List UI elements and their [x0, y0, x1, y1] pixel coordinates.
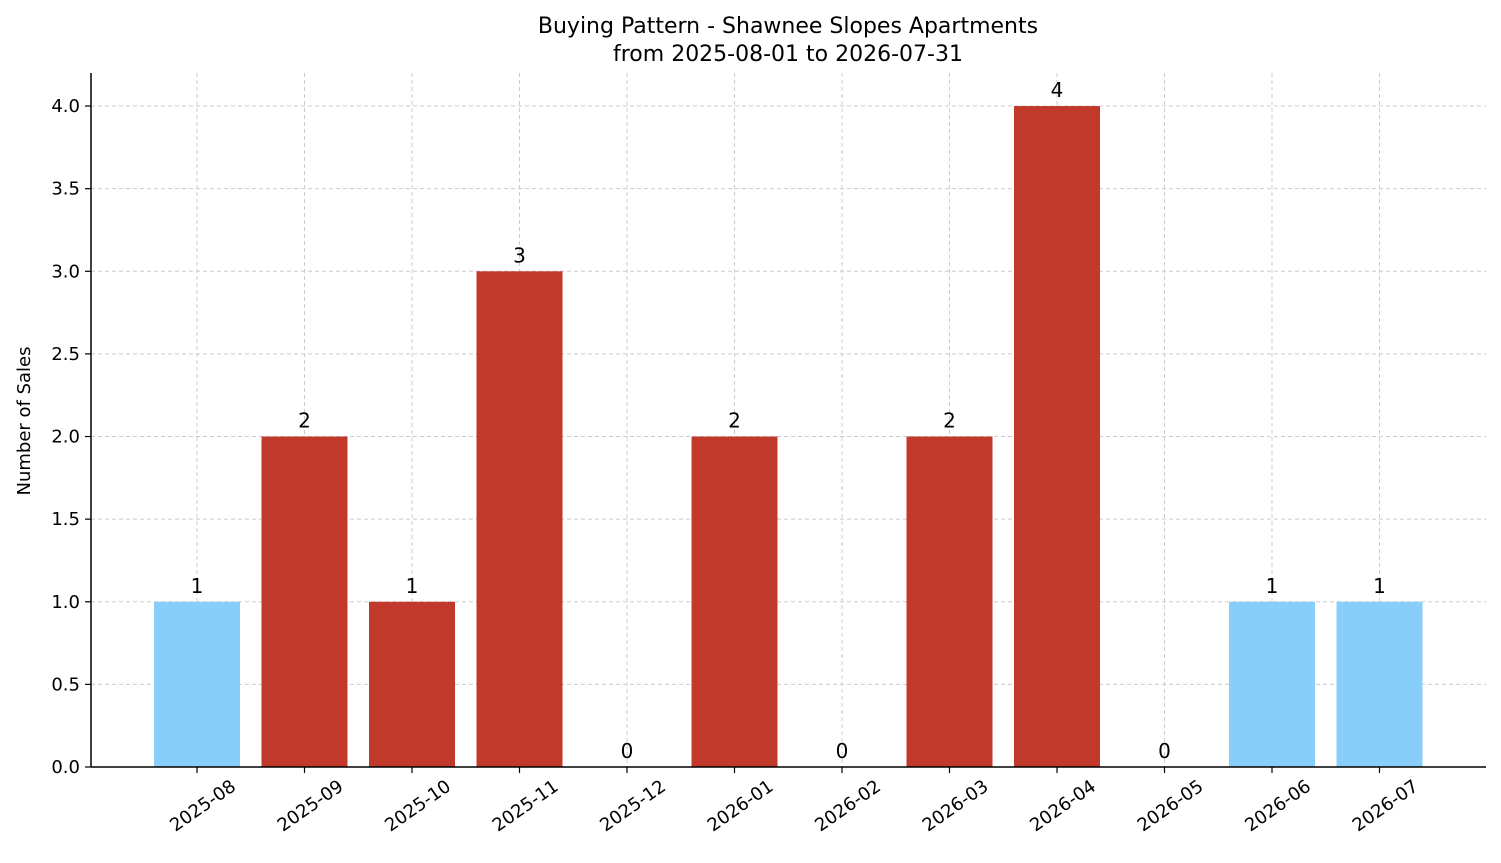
x-tick-label: 2026-01	[704, 776, 778, 836]
data-label-2026-03: 2	[943, 409, 956, 433]
data-label-2026-02: 0	[836, 739, 849, 763]
bar-2025-08	[154, 601, 240, 767]
bar-2026-04	[1014, 106, 1100, 768]
y-tick-label: 3.5	[51, 179, 80, 200]
chart-subtitle: from 2025-08-01 to 2026-07-31	[613, 42, 963, 67]
x-tick-label: 2025-10	[381, 776, 455, 836]
bar-2026-01	[691, 436, 778, 767]
y-axis-ticks: 0.0 0.5 1.0 1.5 2.0 2.5 3.0 3.5 4.0	[51, 96, 91, 778]
y-tick-label: 0.0	[51, 757, 80, 778]
y-tick-label: 0.5	[51, 674, 80, 695]
bar-2025-10	[369, 601, 455, 767]
bar-2025-09	[261, 436, 348, 767]
y-tick-label: 1.0	[51, 592, 80, 613]
data-labels: 1 2 1 3 0 2 0 2 4 0 1 1	[191, 78, 1386, 763]
data-label-2026-05: 0	[1158, 739, 1171, 763]
y-tick-label: 4.0	[51, 96, 80, 117]
bar-2026-06	[1229, 601, 1315, 767]
x-tick-label: 2026-05	[1134, 776, 1208, 836]
y-tick-label: 2.0	[51, 427, 80, 448]
chart-title: Buying Pattern - Shawnee Slopes Apartmen…	[538, 14, 1038, 39]
bar-2026-07	[1336, 601, 1423, 767]
x-tick-label: 2026-03	[919, 776, 993, 836]
data-label-2025-09: 2	[298, 409, 311, 433]
x-axis-ticks: 2025-08 2025-09 2025-10 2025-11 2025-12 2026-…	[166, 767, 1422, 836]
x-tick-label: 2025-08	[166, 776, 240, 836]
x-tick-label: 2026-02	[811, 776, 885, 836]
x-tick-label: 2025-12	[596, 776, 670, 836]
x-tick-label: 2026-07	[1349, 776, 1423, 836]
data-label-2026-01: 2	[728, 409, 741, 433]
bars	[154, 106, 1423, 768]
x-tick-label: 2026-06	[1241, 776, 1315, 836]
bar-2025-11	[476, 271, 563, 767]
y-axis-label: Number of Sales	[14, 346, 35, 495]
data-label-2026-07: 1	[1373, 574, 1386, 598]
y-tick-label: 1.5	[51, 509, 80, 530]
x-tick-label: 2026-04	[1026, 776, 1100, 836]
data-label-2025-10: 1	[406, 574, 419, 598]
bar-2026-03	[906, 436, 993, 767]
data-label-2026-06: 1	[1266, 574, 1279, 598]
data-label-2026-04: 4	[1051, 78, 1064, 102]
y-tick-label: 3.0	[51, 261, 80, 282]
data-label-2025-08: 1	[191, 574, 204, 598]
x-tick-label: 2025-11	[489, 776, 563, 836]
x-tick-label: 2025-09	[274, 776, 348, 836]
data-label-2025-11: 3	[513, 243, 526, 267]
y-tick-label: 2.5	[51, 344, 80, 365]
data-label-2025-12: 0	[621, 739, 634, 763]
